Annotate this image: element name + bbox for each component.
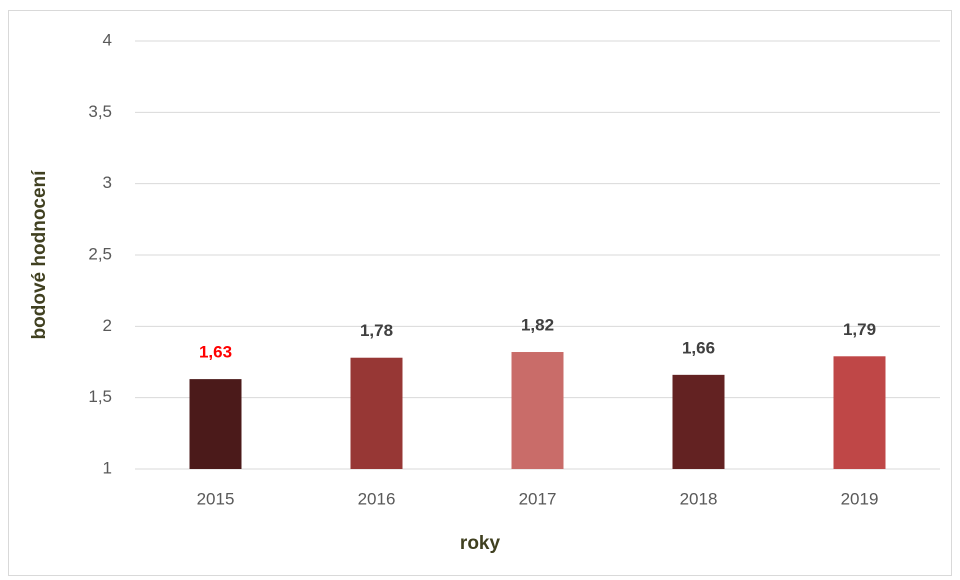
x-tick-label: 2017 [519,489,557,508]
value-label: 1,79 [843,320,876,339]
y-tick-label: 1,5 [88,387,112,406]
x-axis-title: roky [460,533,501,554]
chart-border [8,10,952,576]
y-tick-label: 3,5 [88,102,112,121]
bar [350,357,403,469]
bar [511,352,564,469]
bar [189,379,242,469]
value-label: 1,63 [199,343,232,362]
x-tick-label: 2015 [197,489,235,508]
y-tick-label: 1 [103,458,112,477]
x-tick-label: 2016 [358,489,396,508]
y-tick-label: 3 [103,173,112,192]
bar [672,374,725,469]
y-axis-title: bodové hodnocení [29,170,50,340]
x-tick-label: 2018 [680,489,718,508]
value-label: 1,66 [682,338,715,357]
bar [833,356,886,469]
value-label: 1,78 [360,321,393,340]
y-tick-label: 2 [103,316,112,335]
value-label: 1,82 [521,315,554,334]
x-tick-label: 2019 [841,489,879,508]
y-tick-label: 4 [103,30,112,49]
y-tick-label: 2,5 [88,244,112,263]
